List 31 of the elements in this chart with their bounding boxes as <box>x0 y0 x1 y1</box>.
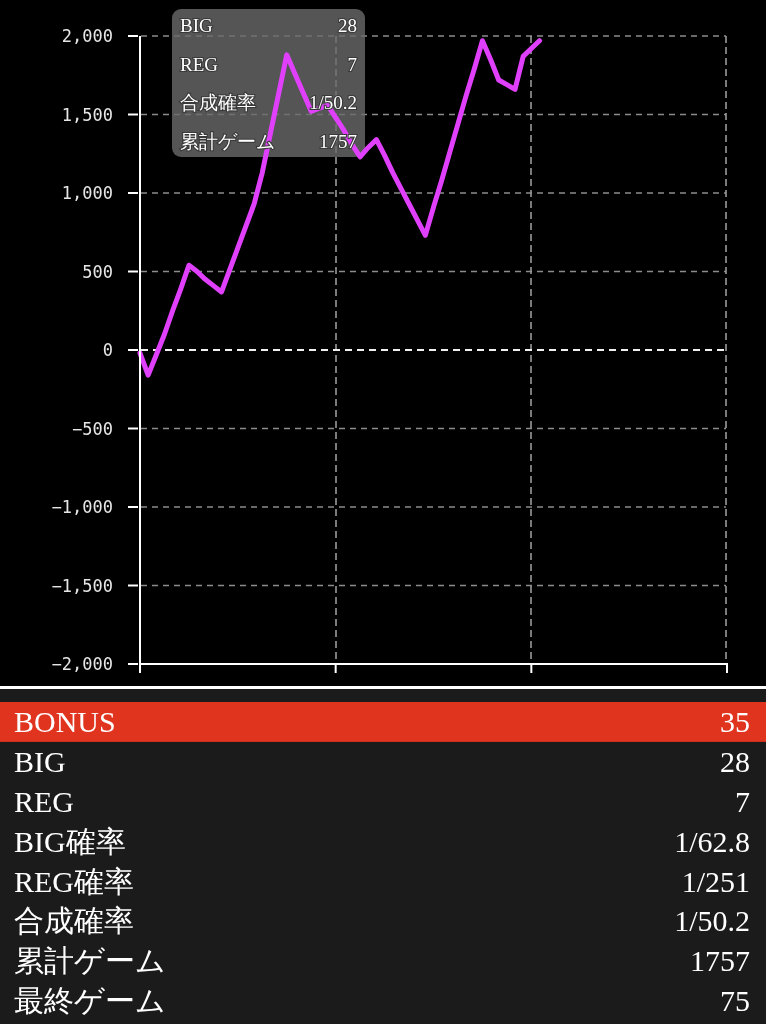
text: 75 <box>720 984 750 1018</box>
annotation: BIG <box>180 15 213 36</box>
text: 1/50.2 <box>674 904 750 938</box>
text: 28 <box>720 744 750 778</box>
text: REG <box>14 784 74 818</box>
text: BONUS <box>14 704 116 738</box>
text: 合成確率 <box>14 904 134 938</box>
text: BIG <box>14 744 66 778</box>
text: 最終ゲーム <box>14 984 166 1018</box>
y-tick-label: −500 <box>72 418 113 439</box>
y-tick-label: −1,000 <box>51 497 113 517</box>
text: REG確率 <box>14 864 134 898</box>
annotation: 28 <box>338 15 357 36</box>
text: BIG確率 <box>14 824 126 858</box>
y-tick-label: 1,500 <box>61 104 113 125</box>
text: 1/251 <box>681 864 750 898</box>
annotation: 1/50.2 <box>308 92 357 113</box>
y-tick-label: 1,000 <box>61 183 113 203</box>
text: 7 <box>735 784 750 818</box>
y-tick-label: 500 <box>82 261 113 282</box>
text: 1757 <box>690 944 750 978</box>
text: 累計ゲーム <box>14 944 166 978</box>
text: 35 <box>720 704 750 738</box>
y-tick-label: −2,000 <box>51 654 113 674</box>
annotation: 合成確率 <box>180 92 256 113</box>
y-tick-label: −1,500 <box>51 575 113 596</box>
annotation: 7 <box>347 53 357 75</box>
y-tick-label: 0 <box>102 340 113 360</box>
y-tick-label: 2,000 <box>61 26 113 46</box>
annotation: REG <box>180 53 219 75</box>
text: 1/62.8 <box>674 824 750 858</box>
